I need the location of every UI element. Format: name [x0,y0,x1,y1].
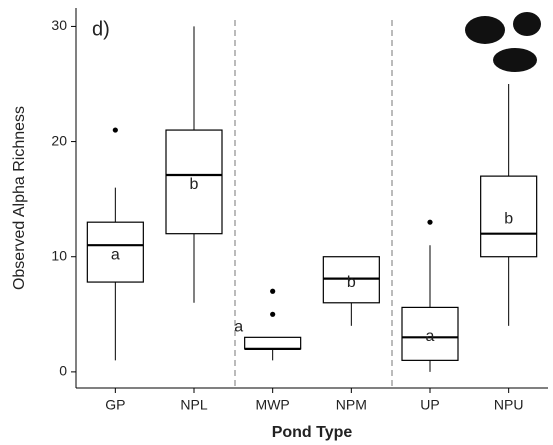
x-tick-label: NPL [180,397,207,413]
significance-letter: a [426,328,435,345]
significance-letter: a [234,319,243,336]
box [244,336,302,350]
significance-letter: a [111,246,120,263]
y-axis-label: Observed Alpha Richness [11,106,28,290]
outlier [427,219,433,225]
significance-letter: b [347,274,356,291]
y-tick-label: 20 [51,132,67,148]
outlier [112,127,118,133]
box [401,306,459,361]
x-tick-label: GP [105,397,125,413]
panel-label: d) [92,18,110,40]
significance-letter: b [504,211,513,228]
frog-silhouettes [465,12,541,72]
x-tick-label: NPU [494,397,524,413]
y-tick-label: 0 [59,363,67,379]
silhouette [493,48,537,72]
x-tick-label: NPM [336,397,367,413]
outlier [270,288,276,294]
x-axis-label: Pond Type [272,424,353,441]
significance-letter: b [190,176,199,193]
silhouette [465,16,505,44]
x-tick-label: UP [420,397,439,413]
silhouette [513,12,541,36]
outlier [270,311,276,317]
box [86,221,144,283]
box [322,256,380,304]
x-tick-label: MWP [256,397,290,413]
y-tick-label: 30 [51,17,67,33]
box [165,129,223,235]
y-tick-label: 10 [51,247,67,263]
box [480,175,538,258]
